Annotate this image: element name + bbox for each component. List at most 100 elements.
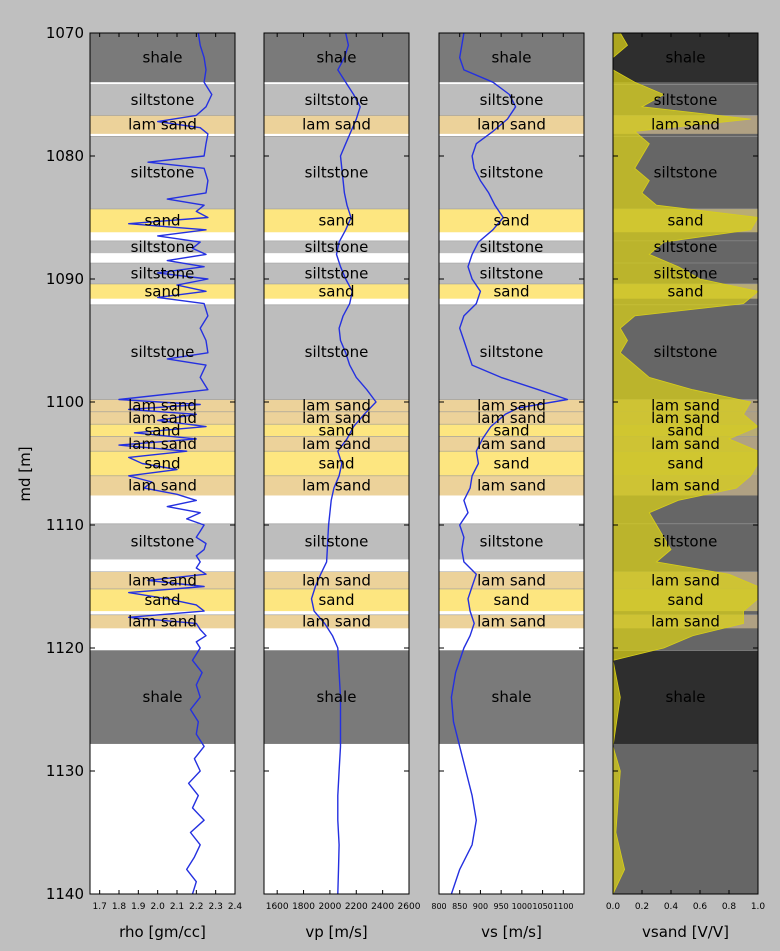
facies-label: sand <box>144 455 180 473</box>
y-tick-label: 1090 <box>46 270 84 288</box>
facies-label: lam sand <box>477 116 546 134</box>
x-tick-label: 2.0 <box>151 902 166 912</box>
y-axis-label: md [m] <box>16 446 34 501</box>
facies-band <box>264 283 409 299</box>
facies-band <box>264 436 409 452</box>
facies-band <box>264 208 409 233</box>
facies-band <box>90 436 235 452</box>
facies-band <box>90 304 235 400</box>
track-frame <box>263 32 410 895</box>
facies-band <box>264 523 409 560</box>
facies-label: sand <box>144 282 180 300</box>
facies-band <box>90 136 235 209</box>
x-tick-label: 0.8 <box>722 902 737 912</box>
facies-band <box>90 33 235 83</box>
x-axis-label: rho [gm/cc] <box>119 923 206 941</box>
facies-label: lam sand <box>651 613 720 631</box>
facies-label: sand <box>318 212 354 230</box>
vsand-fill-series <box>612 32 759 895</box>
facies-label: siltstone <box>305 164 369 182</box>
facies-band <box>439 475 584 496</box>
facies-label: lam sand <box>651 397 720 415</box>
facies-label: lam sand <box>651 116 720 134</box>
x-tick-label: 2400 <box>371 902 394 912</box>
x-tick-label: 1.8 <box>112 902 127 912</box>
facies-band <box>264 240 409 254</box>
x-tick-label: 0.4 <box>664 902 679 912</box>
facies-band <box>90 571 235 589</box>
facies-band <box>439 115 584 134</box>
facies-label: siltstone <box>305 343 369 361</box>
y-tick-label: 1110 <box>46 516 84 534</box>
y-tick-label: 1130 <box>46 762 84 780</box>
x-axis-label: vsand [V/V] <box>642 923 729 941</box>
facies-band <box>264 84 409 116</box>
facies-label: lam sand <box>302 613 371 631</box>
log-curve-series <box>310 32 377 895</box>
facies-label: shale <box>666 688 706 706</box>
facies-label: lam sand <box>477 571 546 589</box>
facies-band <box>264 411 409 425</box>
x-tick-label: 1.7 <box>93 902 107 912</box>
facies-band <box>264 304 409 400</box>
facies-band <box>264 136 409 209</box>
facies-label: lam sand <box>128 613 197 631</box>
facies-label: siltstone <box>654 264 718 282</box>
facies-label: siltstone <box>305 91 369 109</box>
facies-label: sand <box>318 282 354 300</box>
facies-label: lam sand <box>302 397 371 415</box>
track-2: shale siltstone lam sand siltstone sand silts… <box>263 32 421 941</box>
facies-band <box>264 650 409 744</box>
facies-band <box>613 33 758 83</box>
facies-label: sand <box>667 455 703 473</box>
x-tick-label: 2.1 <box>170 902 184 912</box>
x-tick-label: 1600 <box>266 902 289 912</box>
facies-band <box>90 115 235 134</box>
facies-band <box>90 588 235 612</box>
log-curve-series <box>118 32 213 895</box>
facies-label: lam sand <box>128 409 197 427</box>
facies-band <box>264 424 409 437</box>
facies-label: shale <box>492 49 532 67</box>
facies-band <box>264 588 409 612</box>
x-tick-label: 2000 <box>318 902 341 912</box>
facies-label: siltstone <box>654 238 718 256</box>
facies-label: siltstone <box>131 238 195 256</box>
facies-label: lam sand <box>651 477 720 495</box>
facies-band <box>439 208 584 233</box>
facies-label: lam sand <box>477 397 546 415</box>
track-frame <box>612 32 759 895</box>
facies-label: siltstone <box>480 343 544 361</box>
facies-label: sand <box>493 212 529 230</box>
facies-label: lam sand <box>128 571 197 589</box>
x-tick-label: 1000 <box>512 902 532 911</box>
facies-label: sand <box>667 282 703 300</box>
facies-band <box>90 283 235 299</box>
facies-label: siltstone <box>305 533 369 551</box>
facies-band <box>264 614 409 629</box>
facies-band <box>613 650 758 744</box>
facies-label: siltstone <box>654 91 718 109</box>
facies-label: lam sand <box>302 116 371 134</box>
facies-label: siltstone <box>480 533 544 551</box>
facies-band <box>439 436 584 452</box>
facies-band <box>439 136 584 209</box>
facies-label: siltstone <box>131 533 195 551</box>
x-tick-label: 2600 <box>398 902 421 912</box>
facies-label: sand <box>667 212 703 230</box>
facies-band <box>439 263 584 284</box>
facies-label: siltstone <box>480 91 544 109</box>
facies-label: shale <box>317 688 357 706</box>
track-frame <box>89 32 236 895</box>
facies-band <box>90 650 235 744</box>
facies-label: sand <box>667 421 703 439</box>
facies-band <box>439 411 584 425</box>
facies-band <box>439 588 584 612</box>
y-tick-label: 1080 <box>46 147 84 165</box>
x-tick-label: 1050 <box>532 902 552 911</box>
facies-label: lam sand <box>302 435 371 453</box>
facies-band <box>264 115 409 134</box>
facies-label: lam sand <box>477 409 546 427</box>
